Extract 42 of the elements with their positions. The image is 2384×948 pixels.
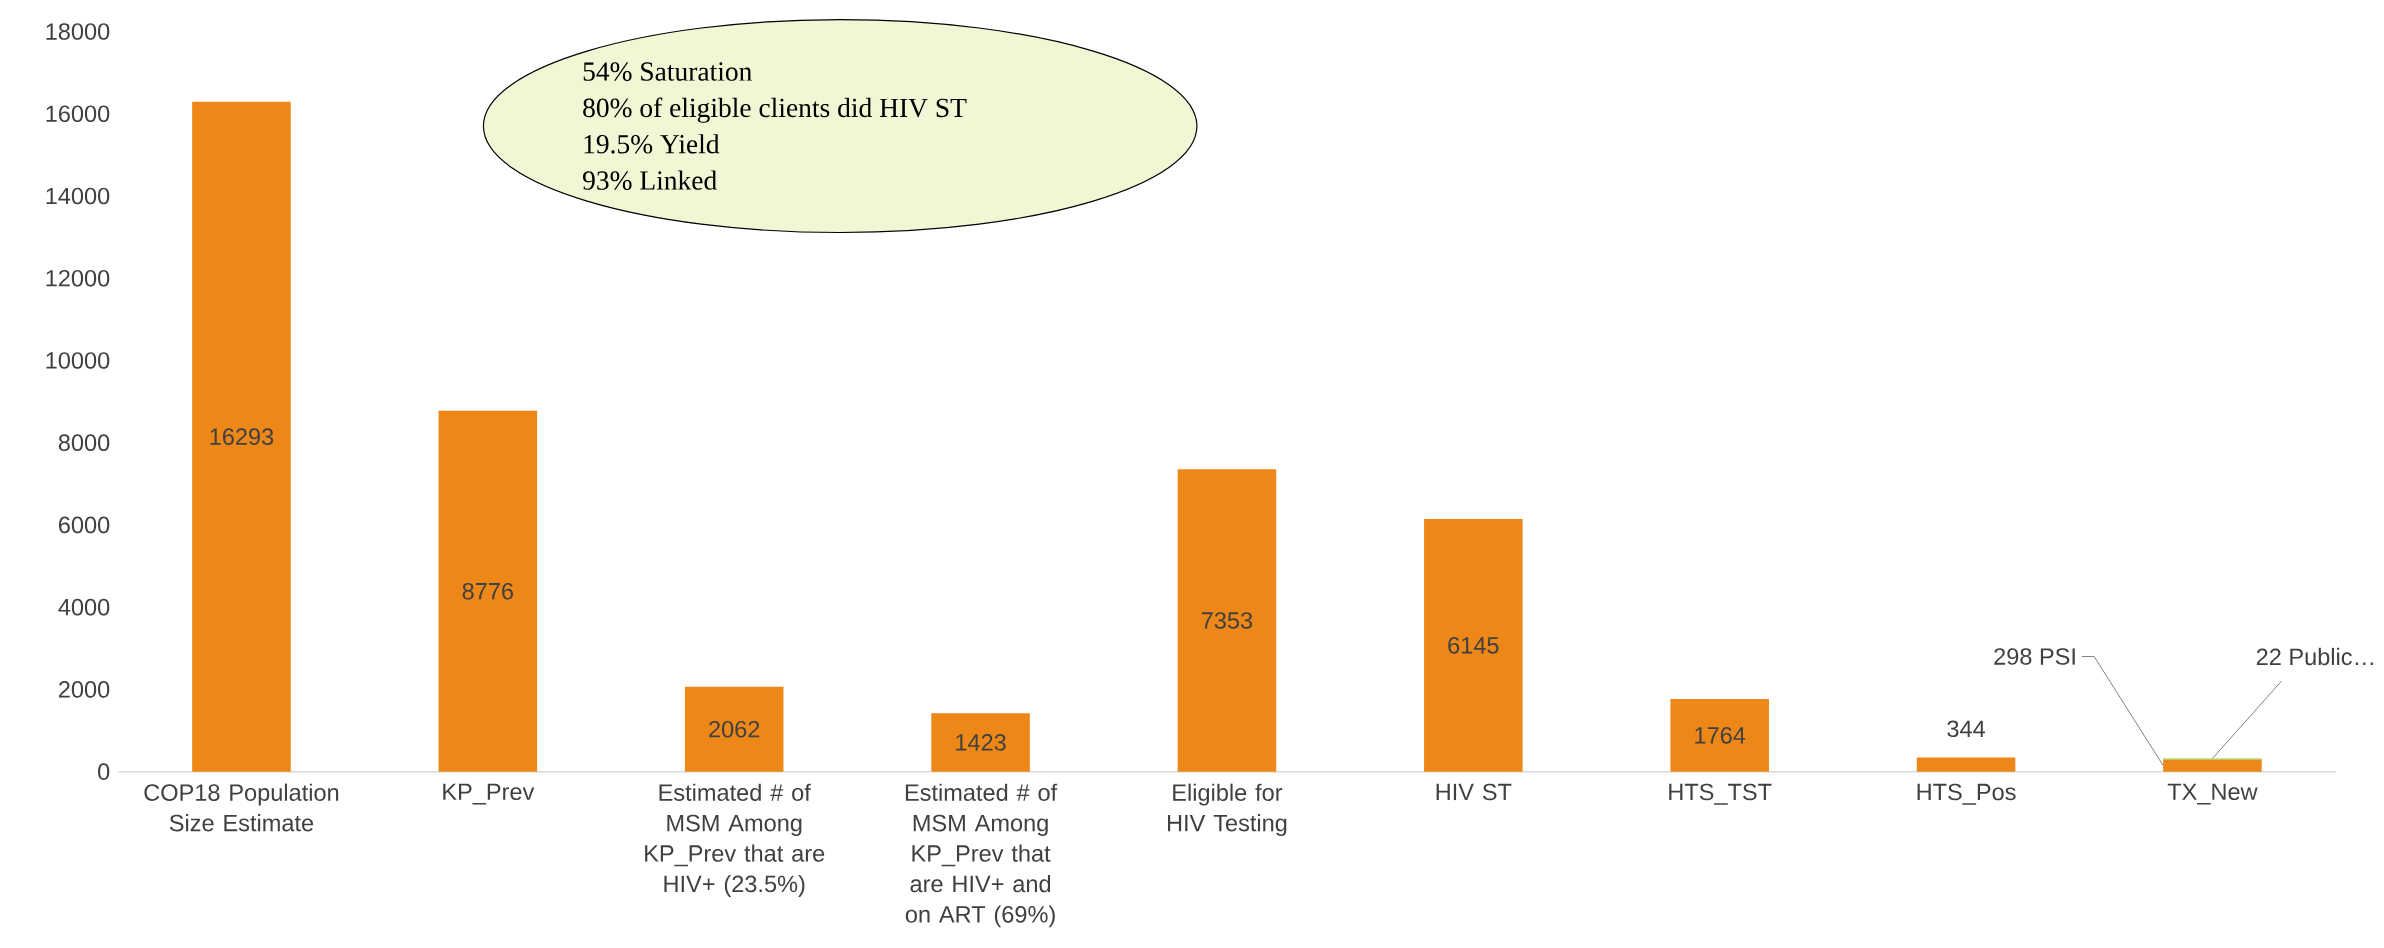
data-label: 16293 bbox=[210, 428, 274, 446]
x-tick-label: COP18 Population Size Estimate bbox=[144, 783, 339, 832]
annotation: 19.5% Yield bbox=[584, 134, 720, 154]
y-tick-label: 4000 bbox=[58, 598, 110, 616]
data-label: 298 PSI bbox=[1994, 648, 2075, 665]
data-label: 22 Public… bbox=[2256, 647, 2373, 666]
y-tick-label: 6000 bbox=[59, 516, 110, 534]
y-tick-label: 8000 bbox=[58, 434, 110, 452]
bar bbox=[1670, 699, 1769, 772]
annotation: 80% of eligible clients did HIV ST bbox=[583, 97, 967, 123]
y-tick-label: 0 bbox=[98, 763, 110, 780]
x-tick-label: Estimated # of MSM Among KP_Prev that are HIV+ (23.5%) bbox=[645, 783, 825, 897]
x-tick-label: Eligible for HIV Testing bbox=[1167, 783, 1287, 837]
x-tick-label: HTS_Pos bbox=[1917, 783, 2016, 805]
bar bbox=[1916, 757, 2016, 772]
bar bbox=[931, 713, 1030, 772]
x-tick-label: HIV ST bbox=[1436, 783, 1512, 801]
y-tick-label: 12000 bbox=[46, 269, 110, 287]
y-tick-label: 2000 bbox=[58, 681, 110, 698]
y-tick-label: 14000 bbox=[46, 187, 110, 205]
bar bbox=[1177, 469, 1277, 772]
x-tick-label: TX_New bbox=[2167, 783, 2258, 805]
bar bbox=[684, 686, 784, 772]
data-label: 344 bbox=[1947, 720, 1986, 738]
y-tick-label: 18000 bbox=[46, 23, 110, 40]
bar bbox=[2163, 759, 2262, 772]
x-tick-label: HTS_TST bbox=[1669, 783, 1772, 805]
bar bbox=[1424, 518, 1523, 772]
data-label: 7353 bbox=[1201, 612, 1253, 629]
annotation: 54% Saturation bbox=[583, 62, 752, 81]
x-tick-label: KP_Prev bbox=[443, 783, 535, 805]
data-label: 2062 bbox=[709, 720, 760, 738]
data-label: 8776 bbox=[462, 582, 513, 600]
x-tick-label: Estimated # of MSM Among KP_Prev that are HIV+ and on ART (69%) bbox=[905, 783, 1058, 928]
annotation: 93% Linked bbox=[583, 170, 717, 190]
data-label: 6145 bbox=[1448, 636, 1499, 654]
y-tick-label: 10000 bbox=[46, 352, 110, 369]
bar bbox=[438, 410, 538, 772]
data-label: 1764 bbox=[1695, 727, 1746, 744]
bar bbox=[192, 101, 291, 772]
y-tick-label: 16000 bbox=[46, 105, 110, 123]
data-label: 1423 bbox=[956, 734, 1006, 751]
